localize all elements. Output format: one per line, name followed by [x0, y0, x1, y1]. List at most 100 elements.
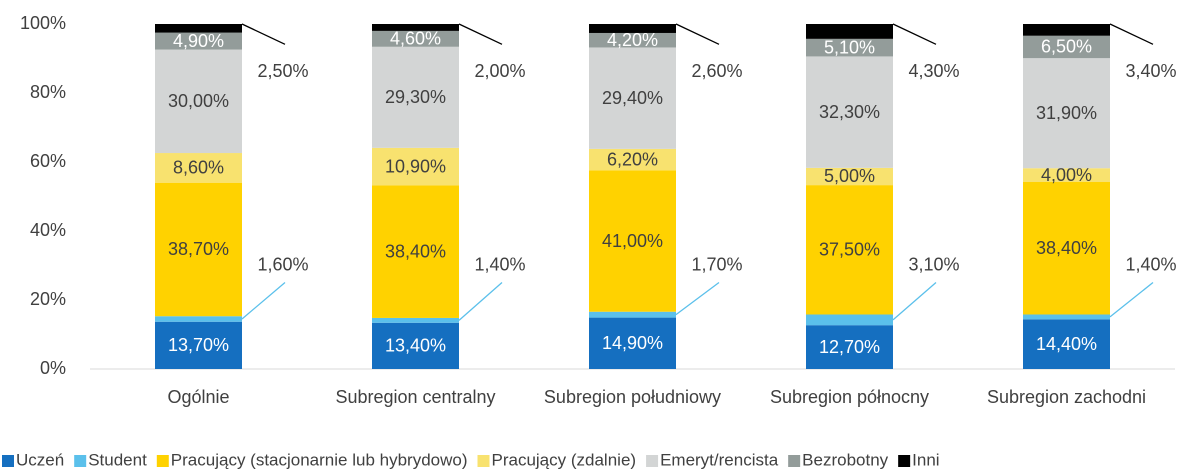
- bar-segment: [806, 167, 893, 186]
- leader-line: [675, 281, 720, 316]
- bar-segment: [1023, 58, 1110, 169]
- legend-label: Student: [88, 450, 147, 469]
- data-label: 4,90%: [173, 31, 224, 51]
- x-tick-label: Ogólnie: [167, 387, 229, 407]
- bar-segment: [372, 24, 459, 31]
- bar-segment: [1023, 314, 1110, 320]
- y-tick-label: 40%: [30, 220, 66, 240]
- x-tick-label: Subregion południowy: [544, 387, 721, 407]
- legend-marker: [156, 455, 169, 467]
- leader-line: [458, 282, 503, 321]
- bar-segment: [589, 311, 676, 318]
- data-label: 4,60%: [390, 29, 441, 49]
- data-label: 38,40%: [385, 241, 446, 261]
- legend-label: Inni: [912, 450, 939, 469]
- legend-marker: [477, 455, 490, 467]
- data-label: 5,10%: [824, 37, 875, 57]
- data-label: 37,50%: [819, 240, 880, 260]
- data-label: 14,90%: [602, 333, 663, 353]
- bar-segment: [372, 147, 459, 186]
- bar-segment: [806, 314, 893, 326]
- leader-line: [675, 23, 720, 45]
- bar-segment: [1023, 24, 1110, 36]
- bar-segment: [155, 153, 242, 183]
- bar-segment: [589, 24, 676, 33]
- legend-label: Emeryt/rencista: [660, 450, 779, 469]
- bar-segment: [806, 56, 893, 168]
- data-label: 5,00%: [824, 166, 875, 186]
- bar-segment: [806, 185, 893, 315]
- legend-label: Uczeń: [16, 450, 64, 469]
- y-tick-label: 80%: [30, 82, 66, 102]
- x-tick-label: Subregion centralny: [335, 387, 495, 407]
- y-tick-label: 60%: [30, 151, 66, 171]
- legend-label: Bezrobotny: [802, 450, 888, 469]
- bar-segment: [1023, 35, 1110, 59]
- data-label: 10,90%: [385, 156, 446, 176]
- bar-segment: [155, 182, 242, 317]
- bar-segment: [1023, 182, 1110, 315]
- data-label: 38,40%: [1036, 238, 1097, 258]
- data-label: 1,40%: [1125, 254, 1176, 274]
- bar-segment: [155, 316, 242, 322]
- data-label: 2,00%: [474, 61, 525, 81]
- data-label: 2,60%: [691, 61, 742, 81]
- data-label: 29,30%: [385, 87, 446, 107]
- legend-label: Pracujący (stacjonarnie lub hybrydowo): [171, 450, 468, 469]
- data-label: 1,40%: [474, 254, 525, 274]
- bar-segment: [1023, 319, 1110, 369]
- bar-segment: [372, 185, 459, 318]
- legend-marker: [2, 455, 14, 467]
- bar-segment: [372, 30, 459, 47]
- y-tick-label: 20%: [30, 289, 66, 309]
- y-tick-label: 100%: [20, 13, 66, 33]
- data-label: 4,00%: [1041, 165, 1092, 185]
- leader-line: [892, 282, 937, 321]
- leader-line: [241, 23, 286, 45]
- bar-segment: [589, 317, 676, 369]
- bar-segment: [155, 32, 242, 50]
- bar-segment: [589, 47, 676, 149]
- data-label: 13,40%: [385, 336, 446, 356]
- bar-segment: [155, 49, 242, 154]
- legend-marker: [898, 455, 911, 467]
- bar-segment: [155, 24, 242, 33]
- data-label: 8,60%: [173, 158, 224, 178]
- bar-segment: [155, 321, 242, 369]
- leader-line: [1109, 281, 1154, 318]
- bar-segment: [806, 325, 893, 369]
- bar-segment: [589, 170, 676, 312]
- data-label: 12,70%: [819, 337, 880, 357]
- y-tick-label: 0%: [40, 358, 66, 378]
- data-label: 4,20%: [607, 30, 658, 50]
- bar-segment: [372, 46, 459, 148]
- data-label: 1,70%: [691, 254, 742, 274]
- bar-segment: [806, 38, 893, 57]
- bar-segment: [806, 24, 893, 39]
- leader-line: [1109, 23, 1154, 45]
- x-tick-label: Subregion zachodni: [987, 387, 1146, 407]
- data-label: 2,50%: [257, 61, 308, 81]
- data-label: 3,10%: [908, 254, 959, 274]
- data-label: 32,30%: [819, 102, 880, 122]
- data-label: 4,30%: [908, 61, 959, 81]
- bar-segment: [589, 32, 676, 48]
- data-label: 6,50%: [1041, 37, 1092, 57]
- data-label: 30,00%: [168, 91, 229, 111]
- data-label: 1,60%: [257, 254, 308, 274]
- data-label: 14,40%: [1036, 334, 1097, 354]
- data-label: 13,70%: [168, 335, 229, 355]
- leader-line: [892, 23, 937, 45]
- bar-segment: [372, 322, 459, 369]
- data-label: 29,40%: [602, 88, 663, 108]
- leader-line: [241, 282, 286, 320]
- legend-marker: [646, 455, 659, 467]
- x-tick-label: Subregion północny: [770, 387, 929, 407]
- data-label: 3,40%: [1125, 61, 1176, 81]
- leader-line: [458, 23, 503, 45]
- data-label: 6,20%: [607, 149, 658, 169]
- bar-segment: [589, 148, 676, 171]
- legend-marker: [788, 455, 801, 467]
- data-label: 38,70%: [168, 239, 229, 259]
- data-label: 41,00%: [602, 231, 663, 251]
